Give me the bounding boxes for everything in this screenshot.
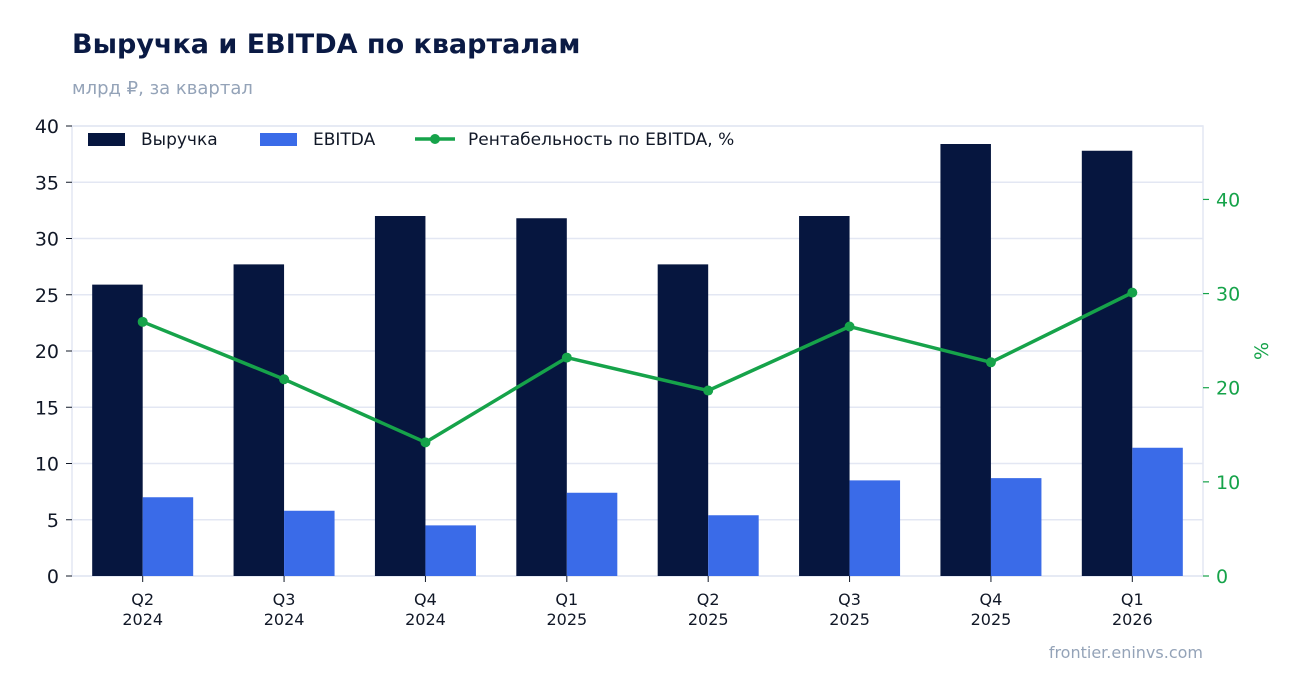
margin-line — [137, 287, 1138, 448]
margin-point — [561, 352, 572, 363]
x-tick-label-year: 2025 — [829, 610, 870, 629]
bar-revenue — [233, 264, 285, 576]
x-tick-label: Q2 — [131, 590, 154, 609]
legend-label-revenue: Выручка — [141, 130, 218, 150]
bar-revenue — [1081, 150, 1133, 576]
margin-series-line — [140, 290, 1135, 445]
legend-label-margin: Рентабельность по EBITDA, % — [468, 130, 734, 150]
x-tick-label: Q1 — [1121, 590, 1144, 609]
axes: 0510152025303540010203040%Q22024Q32024Q4… — [35, 116, 1273, 629]
legend-swatch-revenue — [88, 133, 125, 146]
margin-point — [279, 374, 290, 385]
bar-ebitda — [849, 480, 901, 576]
x-tick-label-year: 2025 — [688, 610, 729, 629]
bar-ebitda — [425, 525, 476, 576]
y-left-tick-label: 5 — [47, 510, 59, 532]
bar-ebitda — [990, 478, 1042, 576]
y-left-tick-label: 35 — [35, 172, 59, 194]
x-tick-label: Q1 — [555, 590, 578, 609]
x-tick-label-year: 2025 — [971, 610, 1012, 629]
y-right-axis-label: % — [1251, 342, 1273, 360]
margin-point — [420, 437, 431, 448]
bar-revenue — [516, 218, 567, 576]
bar-ebitda — [142, 497, 194, 576]
y-right-tick-label: 40 — [1216, 189, 1240, 211]
chart-title: Выручка и EBITDA по кварталам — [72, 29, 580, 60]
bar-revenue — [374, 216, 426, 576]
y-left-tick-label: 15 — [35, 397, 59, 419]
x-tick-label-year: 2024 — [122, 610, 163, 629]
y-left-tick-label: 10 — [35, 454, 59, 476]
x-tick-label-year: 2026 — [1112, 610, 1153, 629]
y-left-tick-label: 30 — [35, 229, 59, 251]
y-left-tick-label: 20 — [35, 341, 59, 363]
x-tick-label: Q4 — [414, 590, 437, 609]
bar-ebitda — [566, 492, 618, 576]
bar-ebitda — [1132, 447, 1183, 576]
margin-point — [1127, 287, 1138, 298]
x-tick-label-year: 2024 — [264, 610, 305, 629]
bars — [92, 144, 1183, 576]
legend-label-ebitda: EBITDA — [313, 130, 376, 150]
y-left-tick-label: 0 — [47, 566, 59, 588]
margin-point — [844, 321, 855, 332]
bar-ebitda — [708, 515, 759, 576]
y-right-tick-label: 30 — [1216, 284, 1240, 306]
x-tick-label: Q2 — [697, 590, 720, 609]
chart-subtitle: млрд ₽, за квартал — [72, 78, 253, 99]
legend-swatch-ebitda — [260, 133, 297, 146]
x-tick-label: Q4 — [980, 590, 1003, 609]
bar-revenue — [92, 284, 143, 576]
margin-point — [985, 357, 996, 368]
y-right-tick-label: 0 — [1216, 566, 1228, 588]
x-tick-label-year: 2025 — [546, 610, 587, 629]
x-tick-label-year: 2024 — [405, 610, 446, 629]
x-tick-label: Q3 — [273, 590, 296, 609]
source-label: frontier.eninvs.com — [1049, 643, 1203, 662]
margin-point — [137, 316, 148, 327]
y-right-tick-label: 20 — [1216, 378, 1240, 400]
bar-revenue — [657, 264, 709, 576]
y-left-tick-label: 25 — [35, 285, 59, 307]
y-right-tick-label: 10 — [1216, 472, 1240, 494]
bar-revenue — [799, 216, 850, 576]
margin-point — [703, 385, 714, 396]
y-left-tick-label: 40 — [35, 116, 59, 138]
legend: Выручка EBITDA Рентабельность по EBITDA, % — [88, 130, 734, 150]
bar-ebitda — [284, 510, 335, 576]
x-tick-label: Q3 — [838, 590, 861, 609]
legend-marker-margin — [430, 134, 440, 144]
